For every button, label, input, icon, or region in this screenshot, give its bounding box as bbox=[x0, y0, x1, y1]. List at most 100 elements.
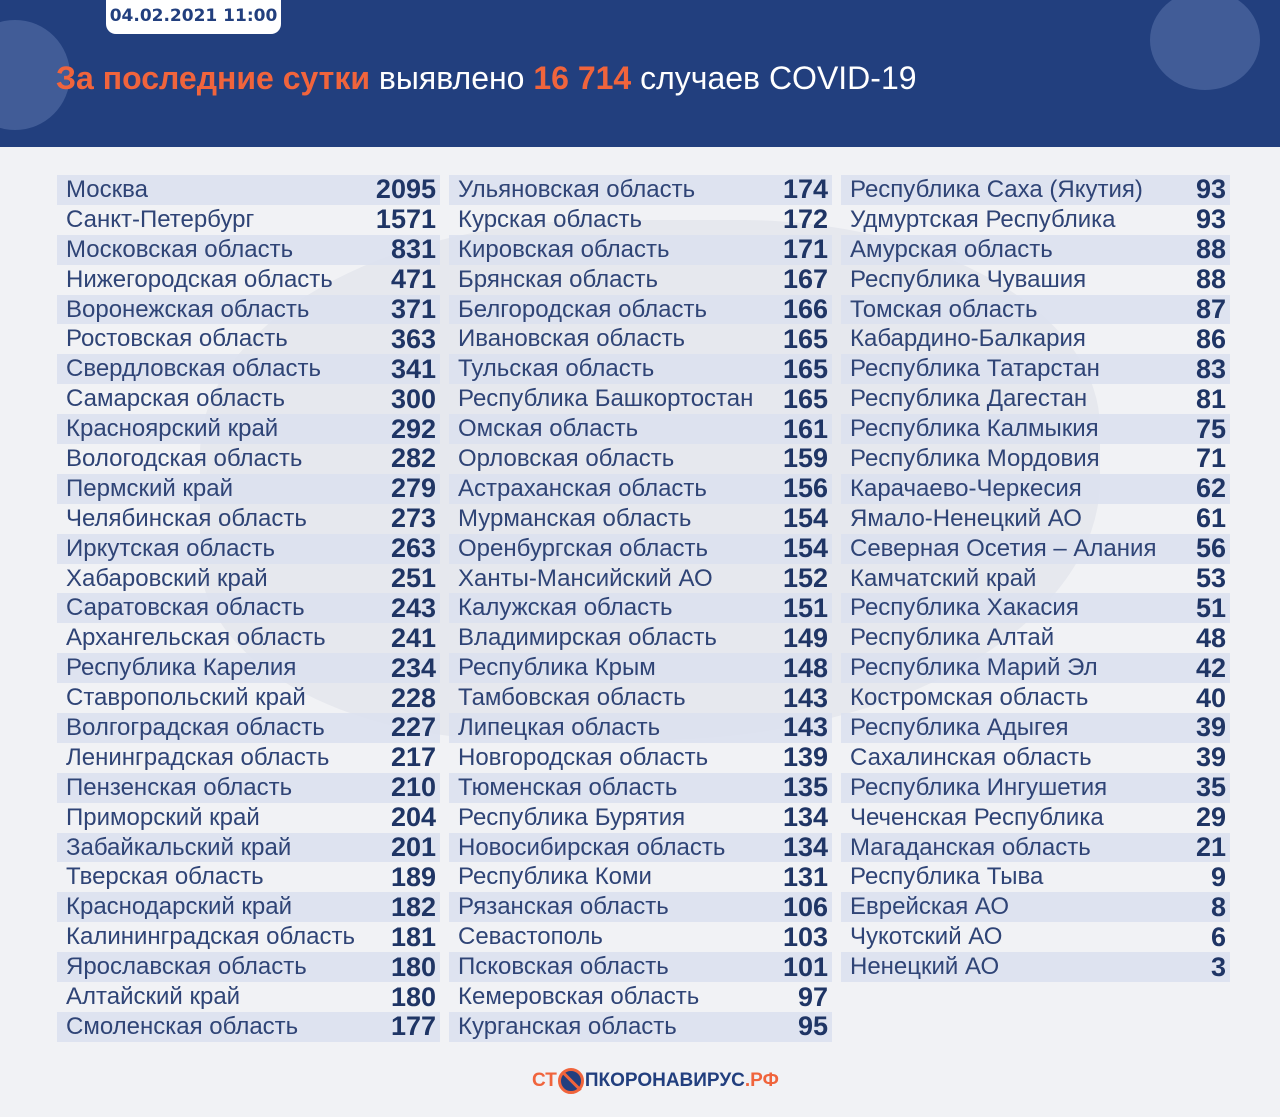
case-count: 189 bbox=[390, 861, 436, 892]
region-name: Ростовская область bbox=[66, 325, 288, 353]
table-row: Республика Коми 131 bbox=[449, 862, 832, 892]
region-name: Республика Башкортостан bbox=[458, 385, 754, 413]
case-count: 8 bbox=[1210, 891, 1226, 922]
region-name: Тамбовская область bbox=[458, 684, 686, 712]
table-row: Амурская область 88 bbox=[841, 234, 1230, 265]
table-row: Республика Башкортостан 165 bbox=[449, 384, 832, 414]
title-accent: За последние сутки bbox=[56, 60, 371, 96]
case-count: 171 bbox=[782, 234, 828, 265]
table-row: Тюменская область 135 bbox=[449, 772, 832, 803]
region-name: Еврейская АО bbox=[850, 893, 1010, 921]
region-name: Вологодская область bbox=[66, 444, 303, 472]
region-name: Республика Татарстан bbox=[850, 355, 1100, 383]
case-count: 154 bbox=[782, 503, 828, 534]
case-count: 300 bbox=[390, 383, 436, 414]
case-count: 21 bbox=[1195, 832, 1226, 863]
region-name: Республика Саха (Якутия) bbox=[850, 175, 1143, 203]
case-count: 243 bbox=[390, 592, 436, 623]
table-row: Белгородская область 166 bbox=[449, 294, 832, 325]
region-name: Мурманская область bbox=[458, 504, 692, 532]
table-row: Томская область 87 bbox=[841, 294, 1230, 325]
case-count: 81 bbox=[1195, 383, 1226, 414]
table-row: Архангельская область 241 bbox=[57, 623, 440, 653]
region-name: Сахалинская область bbox=[850, 743, 1092, 771]
table-row: Рязанская область 106 bbox=[449, 892, 832, 923]
region-name: Забайкальский край bbox=[66, 833, 292, 861]
table-row: Ростовская область 363 bbox=[57, 324, 440, 354]
table-row: Карачаево-Черкесия 62 bbox=[841, 473, 1230, 504]
region-name: Калининградская область bbox=[66, 923, 356, 951]
table-row: Забайкальский край 201 bbox=[57, 832, 440, 863]
region-column-1: Москва 2095 Санкт-Петербург 1571 Московская … bbox=[57, 174, 440, 1042]
table-row: Костромская область 40 bbox=[841, 683, 1230, 713]
table-row: Республика Татарстан 83 bbox=[841, 354, 1230, 385]
case-count: 182 bbox=[390, 891, 436, 922]
region-name: Новгородская область bbox=[458, 743, 709, 771]
table-row: Камчатский край 53 bbox=[841, 563, 1230, 594]
page-title: За последние сутки выявлено 16 714 случа… bbox=[56, 60, 917, 97]
region-name: Хабаровский край bbox=[66, 564, 268, 592]
table-row: Республика Калмыкия 75 bbox=[841, 414, 1230, 445]
case-count: 148 bbox=[782, 652, 828, 683]
crossed-virus-icon bbox=[557, 1068, 584, 1094]
region-name: Свердловская область bbox=[66, 355, 321, 383]
case-count: 227 bbox=[390, 712, 436, 743]
table-row: Воронежская область 371 bbox=[57, 294, 440, 325]
case-count: 156 bbox=[782, 473, 828, 504]
table-row: Оренбургская область 154 bbox=[449, 533, 832, 564]
case-count: 234 bbox=[390, 652, 436, 683]
table-row: Владимирская область 149 bbox=[449, 623, 832, 653]
table-row: Магаданская область 21 bbox=[841, 832, 1230, 863]
case-count: 165 bbox=[782, 383, 828, 414]
case-count: 62 bbox=[1195, 473, 1226, 504]
table-row: Республика Тыва 9 bbox=[841, 862, 1230, 892]
region-name: Санкт-Петербург bbox=[66, 205, 255, 233]
case-count: 48 bbox=[1195, 622, 1226, 653]
region-name: Ямало-Ненецкий АО bbox=[850, 504, 1082, 532]
case-count: 29 bbox=[1195, 802, 1226, 833]
case-count: 282 bbox=[390, 443, 436, 474]
table-row: Москва 2095 bbox=[57, 174, 440, 205]
case-count: 172 bbox=[782, 204, 828, 235]
region-name: Республика Адыгея bbox=[850, 713, 1069, 741]
table-row: Хабаровский край 251 bbox=[57, 563, 440, 594]
table-row: Волгоградская область 227 bbox=[57, 712, 440, 743]
region-name: Чукотский АО bbox=[850, 923, 1003, 951]
region-name: Саратовская область bbox=[66, 594, 305, 622]
table-row: Пермский край 279 bbox=[57, 473, 440, 504]
region-name: Иркутская область bbox=[66, 534, 275, 562]
table-row: Саратовская область 243 bbox=[57, 592, 440, 624]
region-name: Республика Ингушетия bbox=[850, 773, 1108, 801]
table-row: Ленинградская область 217 bbox=[57, 742, 440, 773]
table-row: Приморский край 204 bbox=[57, 802, 440, 833]
case-count: 292 bbox=[390, 413, 436, 444]
region-name: Московская область bbox=[66, 235, 294, 263]
region-name: Тульская область bbox=[458, 355, 655, 383]
region-name: Тюменская область bbox=[458, 773, 678, 801]
region-column-3: Республика Саха (Якутия) 93 Удмуртская Рес… bbox=[841, 174, 1230, 983]
region-name: Ненецкий АО bbox=[850, 953, 1000, 981]
table-row: Санкт-Петербург 1571 bbox=[57, 204, 440, 235]
case-count: 341 bbox=[390, 353, 436, 384]
region-name: Ставропольский край bbox=[66, 684, 306, 712]
table-row: Кировская область 171 bbox=[449, 234, 832, 265]
table-row: Орловская область 159 bbox=[449, 443, 832, 474]
region-name: Нижегородская область bbox=[66, 265, 333, 293]
case-count: 131 bbox=[782, 861, 828, 892]
table-row: Челябинская область 273 bbox=[57, 503, 440, 534]
table-row: Курганская область 95 bbox=[449, 1011, 832, 1042]
region-name: Республика Чувашия bbox=[850, 265, 1087, 293]
case-count: 1571 bbox=[375, 204, 436, 235]
table-row: Республика Ингушетия 35 bbox=[841, 772, 1230, 803]
table-row: Калининградская область 181 bbox=[57, 922, 440, 952]
region-name: Волгоградская область bbox=[66, 713, 325, 741]
case-count: 135 bbox=[782, 772, 828, 803]
case-count: 166 bbox=[782, 294, 828, 325]
case-count: 134 bbox=[782, 802, 828, 833]
case-count: 51 bbox=[1195, 592, 1226, 623]
total-cases: 16 714 bbox=[533, 60, 632, 96]
case-count: 143 bbox=[782, 712, 828, 743]
case-count: 154 bbox=[782, 533, 828, 564]
table-row: Республика Дагестан 81 bbox=[841, 384, 1230, 414]
case-count: 279 bbox=[390, 473, 436, 504]
